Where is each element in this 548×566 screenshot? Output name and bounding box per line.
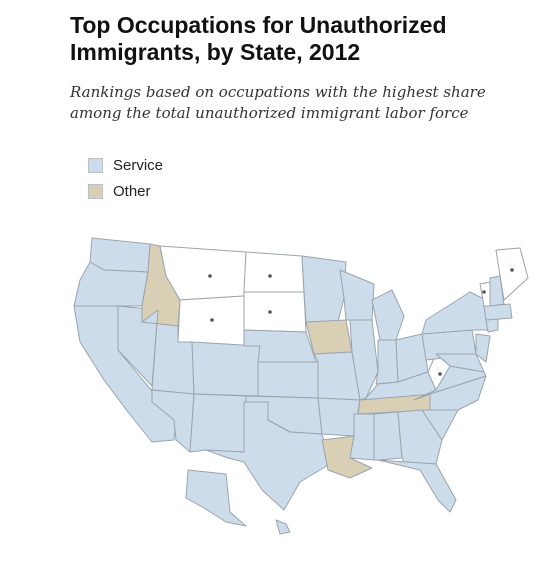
map-title: Top Occupations for Unauthorized Immigra… [70, 12, 447, 65]
state-new-hampshire [489, 275, 505, 307]
state-florida [377, 459, 457, 513]
state-iowa [305, 319, 353, 355]
no-data-marker-maine [510, 268, 514, 272]
state-new-mexico [189, 393, 247, 453]
state-north-dakota [243, 251, 305, 293]
state-colorado [191, 341, 261, 397]
state-minnesota [301, 255, 347, 323]
state-maine [495, 247, 529, 301]
state-maryland [435, 353, 485, 373]
map-subtitle: Rankings based on occupations with the h… [70, 83, 486, 122]
legend-label-service: Service [113, 156, 164, 174]
state-new-york [421, 291, 491, 335]
legend-swatch-other [88, 183, 103, 199]
state-wisconsin [339, 269, 375, 321]
state-alabama [373, 411, 403, 461]
legend: Service Other [88, 152, 163, 204]
no-data-marker-south-dakota [268, 310, 272, 314]
state-south-dakota [243, 291, 307, 333]
state-kansas [257, 361, 319, 399]
no-data-marker-vermont [482, 290, 486, 294]
state-texas [205, 401, 331, 511]
no-data-marker-wyoming [210, 318, 214, 322]
state-new-jersey [475, 333, 491, 363]
legend-item-service: Service [88, 152, 163, 178]
legend-swatch-service [88, 157, 103, 173]
state-mississippi [349, 413, 375, 461]
no-data-marker-west-virginia [438, 372, 442, 376]
no-data-marker-montana [208, 274, 212, 278]
state-michigan [371, 289, 405, 341]
state-hawaii [275, 519, 291, 535]
state-indiana [375, 339, 399, 385]
legend-item-other: Other [88, 178, 163, 204]
legend-label-other: Other [113, 182, 151, 200]
state-alaska [185, 469, 247, 527]
no-data-marker-north-dakota [268, 274, 272, 278]
